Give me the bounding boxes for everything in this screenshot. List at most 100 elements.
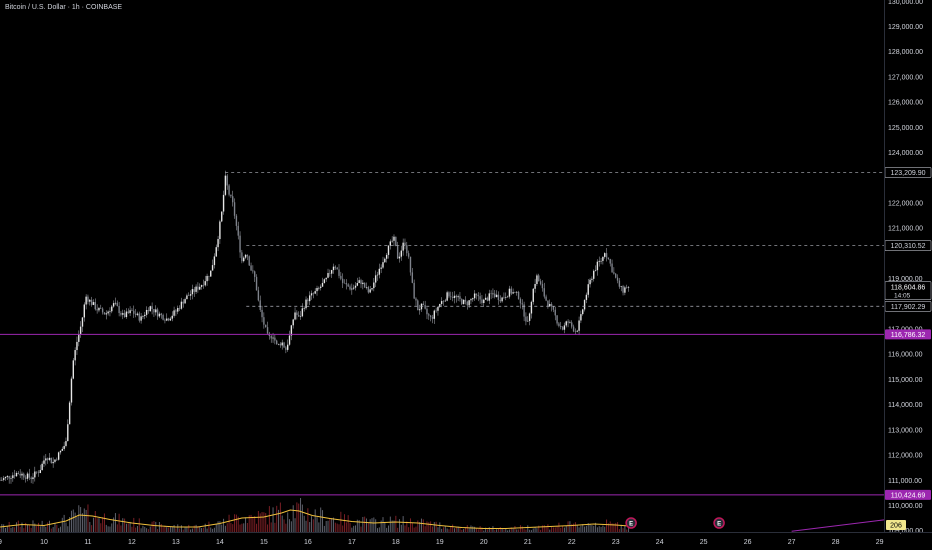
- volume-bar: [256, 523, 258, 532]
- volume-bar: [382, 517, 384, 532]
- volume-bar: [398, 519, 400, 532]
- horizontal-levels[interactable]: [0, 172, 884, 496]
- volume-bar: [499, 527, 501, 532]
- volume-bar: [257, 510, 259, 532]
- candle-body: [191, 289, 194, 295]
- candle-body: [600, 260, 602, 262]
- price-tick-label: 111,000.00: [888, 478, 922, 485]
- time-tick-label: 17: [348, 539, 356, 546]
- candle-body: [239, 235, 241, 253]
- volume-bar: [26, 524, 28, 532]
- price-tick-label: 113,000.00: [888, 427, 923, 434]
- volume-bar: [353, 525, 355, 532]
- volume-bar: [419, 522, 421, 532]
- candle-body: [569, 322, 571, 324]
- volume-bar: [4, 528, 6, 532]
- candle-body: [56, 459, 58, 461]
- volume-bar: [617, 522, 619, 532]
- candle-body: [281, 342, 283, 346]
- volume-bar: [422, 519, 424, 532]
- volume-bar: [340, 511, 342, 532]
- volume-bar: [560, 527, 562, 532]
- candle-body: [114, 302, 117, 304]
- volume-bar: [530, 530, 532, 532]
- candle-body: [147, 309, 150, 312]
- candle-body: [52, 461, 54, 464]
- price-tick-label: 115,000.00: [888, 377, 923, 384]
- candle-body: [510, 288, 512, 294]
- candle-body: [85, 296, 87, 305]
- candle-body: [347, 284, 349, 287]
- candle-body: [43, 460, 45, 464]
- candle-body: [228, 185, 230, 195]
- candle-body: [156, 309, 159, 317]
- volume-bar: [435, 521, 437, 532]
- volume-bar: [391, 520, 393, 532]
- candle-body: [536, 275, 538, 285]
- candle-body: [472, 298, 474, 300]
- candle-body: [499, 299, 501, 302]
- candle-body: [479, 296, 481, 300]
- volume-bar: [171, 526, 173, 532]
- volume-bar: [497, 528, 499, 532]
- volume-bar: [228, 514, 230, 532]
- candle-body: [263, 317, 265, 325]
- volume-bar: [567, 521, 569, 532]
- candle-body: [61, 448, 64, 451]
- candle-body: [613, 272, 615, 274]
- candle-body: [395, 236, 397, 247]
- candle-body: [12, 475, 14, 479]
- earnings-marker-icon: [713, 517, 725, 529]
- volume-bar: [323, 525, 325, 532]
- candle-body: [277, 343, 280, 345]
- candle-body: [254, 271, 256, 277]
- volume-bar: [347, 515, 349, 532]
- volume-bar: [336, 523, 338, 532]
- trend-lines[interactable]: [791, 519, 885, 532]
- volume-bar: [63, 514, 65, 532]
- candle-body: [89, 299, 91, 302]
- candle-body: [21, 473, 23, 476]
- candle-body: [67, 424, 69, 442]
- candle-body: [494, 293, 496, 298]
- candle-body: [426, 308, 428, 315]
- volume-bar: [245, 517, 247, 532]
- volume-bar: [563, 527, 565, 532]
- candle-body: [453, 295, 456, 299]
- volume-bar: [201, 528, 203, 532]
- volume-bar: [188, 524, 190, 532]
- volume-bar: [234, 514, 236, 532]
- candle-body: [68, 402, 71, 425]
- volume-bar: [265, 513, 267, 532]
- trend-line: [791, 519, 885, 532]
- volume-bar: [162, 527, 164, 532]
- price-tick-label: 116,000.00: [888, 352, 923, 359]
- price-tick-label: 128,000.00: [888, 49, 923, 56]
- time-axis[interactable]: 9 10 11 12 13 14 15 16 17 18 19 20 21 22 23 24 25 26 27 28 2…: [0, 539, 884, 546]
- volume-bar: [19, 526, 21, 532]
- volume-bar: [356, 519, 358, 532]
- candle-body: [45, 458, 47, 461]
- price-axis[interactable]: 130,000.00 129,000.00 128,000.00 127,000.00…: [888, 0, 923, 535]
- volume-bar: [122, 518, 124, 532]
- volume-bar: [538, 525, 540, 532]
- candle-body: [314, 291, 316, 294]
- candle-body: [184, 299, 186, 304]
- candle-body: [571, 322, 573, 327]
- volume-bar: [472, 526, 474, 532]
- volume-bar: [10, 527, 12, 532]
- candle-body: [561, 327, 564, 330]
- candle-body: [15, 472, 18, 477]
- candle-body: [486, 297, 489, 301]
- volume-bar: [30, 527, 32, 532]
- price-tick-label: 110,000.00: [888, 503, 923, 510]
- volume-bar: [278, 509, 280, 532]
- volume-bar: [562, 525, 564, 532]
- volume-bar: [512, 528, 514, 532]
- volume-bar: [463, 529, 465, 532]
- volume-bar: [246, 523, 248, 532]
- volume-bar: [224, 525, 226, 532]
- volume-bar: [223, 518, 225, 532]
